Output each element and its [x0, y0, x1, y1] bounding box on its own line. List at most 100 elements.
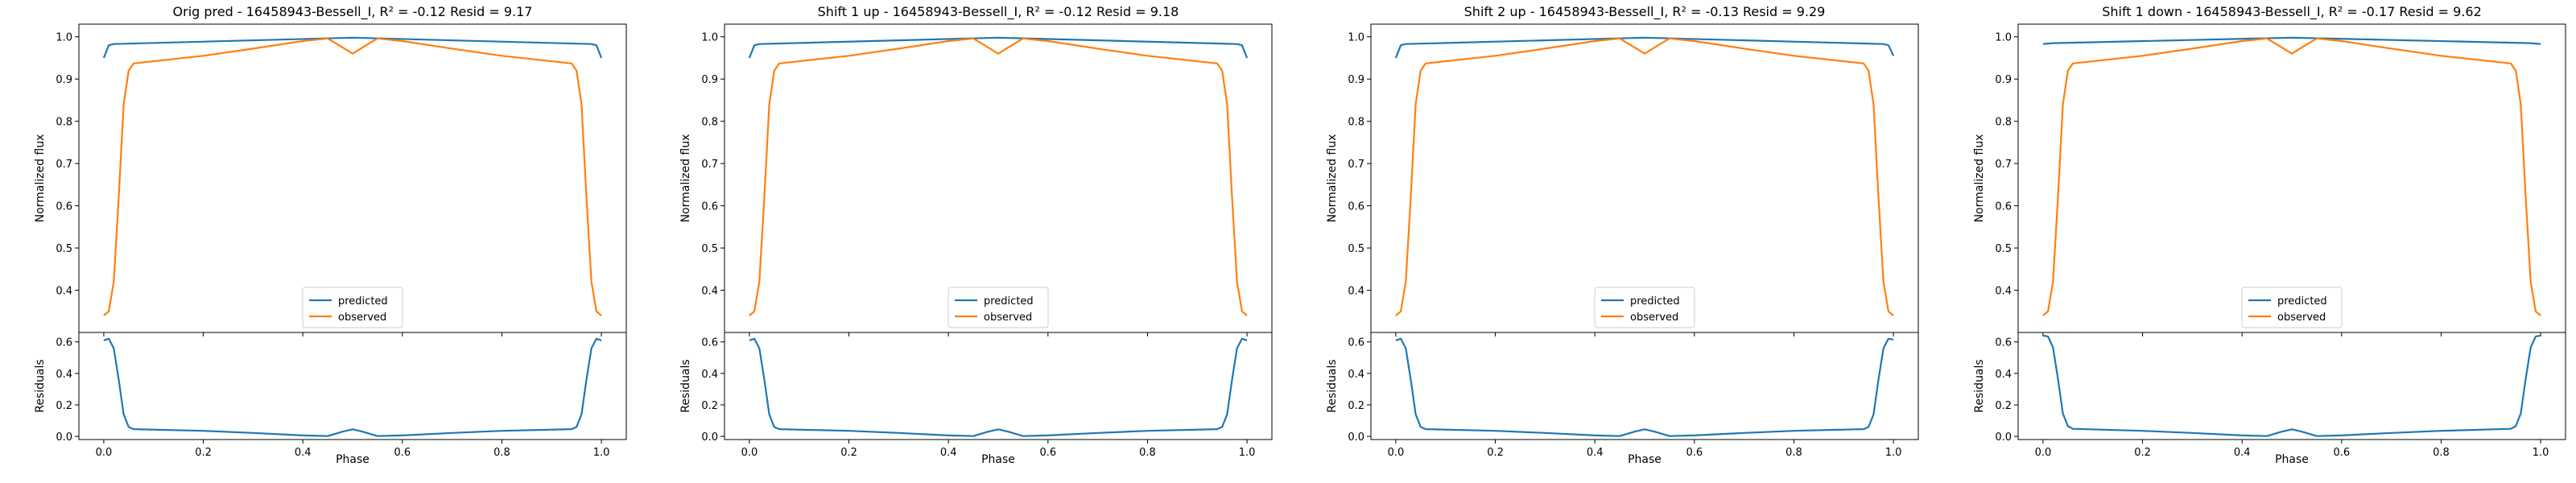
- main-plot-frame: [78, 23, 627, 333]
- main-y-tick-label: 0.9: [1995, 74, 2012, 86]
- residual-plot-frame: [724, 332, 1273, 440]
- main-y-axis-label: Normalized flux: [34, 134, 47, 223]
- resid-y-axis-label: Residuals: [679, 359, 692, 412]
- legend-label-observed: observed: [338, 312, 386, 324]
- x-tick-label: 0.6: [394, 447, 411, 459]
- main-y-tick-label: 0.4: [1348, 286, 1364, 298]
- chart-panel-1: Orig pred - 16458943-Bessell_I, R² = -0.…: [34, 4, 627, 466]
- main-y-tick-label: 0.5: [701, 243, 718, 255]
- legend-label-observed: observed: [984, 312, 1032, 324]
- main-y-tick-label: 0.8: [701, 117, 718, 129]
- chart-title: Shift 1 down - 16458943-Bessell_I, R² = …: [2102, 4, 2482, 20]
- main-y-tick-label: 0.8: [56, 117, 72, 129]
- x-tick-label: 1.0: [593, 447, 610, 459]
- resid-y-tick-label: 0.2: [701, 400, 718, 412]
- main-y-tick-label: 0.6: [56, 201, 72, 213]
- series-line-predicted: [1394, 36, 1895, 59]
- resid-y-axis-label: Residuals: [1973, 359, 1986, 412]
- main-y-tick-label: 0.6: [1995, 201, 2012, 213]
- resid-y-tick-label: 0.0: [1348, 431, 1364, 444]
- resid-y-tick-label: 0.0: [701, 431, 718, 444]
- main-plot-frame: [724, 23, 1273, 333]
- main-y-tick-label: 0.5: [1995, 243, 2012, 255]
- main-y-tick-label: 0.5: [56, 243, 72, 255]
- chart-panel-3: Shift 2 up - 16458943-Bessell_I, R² = -0…: [1326, 4, 1919, 466]
- main-y-tick-label: 0.6: [1348, 201, 1364, 213]
- main-y-tick-label: 1.0: [701, 32, 718, 44]
- main-y-tick-label: 0.9: [56, 74, 72, 86]
- main-plot-frame: [2017, 23, 2566, 333]
- main-y-axis-label: Normalized flux: [1326, 134, 1339, 223]
- series-line-observed: [103, 37, 602, 316]
- resid-y-tick-label: 0.4: [701, 369, 718, 381]
- main-y-tick-label: 0.4: [701, 286, 718, 298]
- resid-y-tick-label: 0.6: [56, 337, 72, 349]
- x-axis-label: Phase: [2275, 453, 2309, 466]
- x-tick-label: 1.0: [1885, 447, 1902, 459]
- x-tick-label: 1.0: [2533, 447, 2549, 459]
- x-axis-label: Phase: [981, 453, 1015, 466]
- x-tick-label: 0.6: [1039, 447, 1056, 459]
- x-tick-label: 0.8: [493, 447, 510, 459]
- resid-y-tick-label: 0.4: [56, 369, 72, 381]
- resid-y-tick-label: 0.0: [1995, 431, 2012, 444]
- series-line-predicted: [2042, 36, 2541, 45]
- resid-y-axis-label: Residuals: [34, 359, 47, 412]
- main-y-axis-label: Normalized flux: [679, 134, 692, 223]
- resid-y-tick-label: 0.0: [56, 431, 72, 444]
- x-tick-label: 0.6: [1686, 447, 1703, 459]
- series-line-predicted: [102, 36, 603, 59]
- main-plot-frame: [1370, 23, 1919, 333]
- series-line-observed: [1395, 37, 1894, 316]
- series-line-residuals: [2042, 334, 2541, 437]
- residual-plot-frame: [1370, 332, 1919, 440]
- main-y-tick-label: 1.0: [1995, 32, 2012, 44]
- main-y-tick-label: 0.7: [56, 159, 72, 171]
- series-line-residuals: [103, 337, 602, 437]
- legend-label-observed: observed: [1630, 312, 1678, 324]
- chart-title: Shift 1 up - 16458943-Bessell_I, R² = -0…: [818, 4, 1179, 20]
- x-tick-label: 0.0: [96, 447, 113, 459]
- main-y-tick-label: 0.7: [701, 159, 718, 171]
- series-line-residuals: [1395, 337, 1894, 437]
- chart-title: Shift 2 up - 16458943-Bessell_I, R² = -0…: [1464, 4, 1826, 20]
- legend-box: [947, 287, 1049, 328]
- resid-y-axis-label: Residuals: [1326, 359, 1339, 412]
- x-tick-label: 0.4: [2234, 447, 2251, 459]
- main-y-tick-label: 0.7: [1348, 159, 1364, 171]
- main-y-tick-label: 1.0: [56, 32, 72, 44]
- resid-y-tick-label: 0.6: [1995, 337, 2012, 349]
- legend-label-predicted: predicted: [338, 295, 388, 308]
- main-y-tick-label: 0.8: [1348, 117, 1364, 129]
- resid-y-tick-label: 0.2: [56, 400, 72, 412]
- chart-title: Orig pred - 16458943-Bessell_I, R² = -0.…: [173, 4, 533, 20]
- resid-y-tick-label: 0.4: [1995, 369, 2012, 381]
- x-axis-label: Phase: [336, 453, 369, 466]
- main-y-axis-label: Normalized flux: [1973, 134, 1986, 223]
- legend-label-predicted: predicted: [984, 295, 1034, 308]
- series-line-observed: [749, 37, 1248, 316]
- x-tick-label: 0.2: [1487, 447, 1504, 459]
- main-y-tick-label: 0.9: [1348, 74, 1364, 86]
- main-y-tick-label: 0.7: [1995, 159, 2012, 171]
- residual-plot-frame: [2017, 332, 2566, 440]
- x-tick-label: 0.4: [295, 447, 312, 459]
- x-tick-label: 0.4: [1587, 447, 1604, 459]
- series-line-observed: [2042, 37, 2541, 316]
- main-y-tick-label: 0.4: [56, 286, 72, 298]
- resid-y-tick-label: 0.2: [1995, 400, 2012, 412]
- x-tick-label: 0.2: [195, 447, 212, 459]
- chart-panel-2: Shift 1 up - 16458943-Bessell_I, R² = -0…: [679, 4, 1273, 466]
- series-line-predicted: [748, 36, 1249, 59]
- x-tick-label: 0.8: [2433, 447, 2450, 459]
- resid-y-tick-label: 0.4: [1348, 369, 1364, 381]
- legend: predicted observed: [2241, 287, 2343, 328]
- main-y-tick-label: 0.5: [1348, 243, 1364, 255]
- chart-panel-4: Shift 1 down - 16458943-Bessell_I, R² = …: [1973, 4, 2566, 466]
- x-tick-label: 0.0: [2035, 447, 2052, 459]
- resid-y-tick-label: 0.6: [1348, 337, 1364, 349]
- legend-label-predicted: predicted: [1630, 295, 1680, 308]
- legend: predicted observed: [302, 287, 403, 328]
- legend-label-predicted: predicted: [2277, 295, 2327, 308]
